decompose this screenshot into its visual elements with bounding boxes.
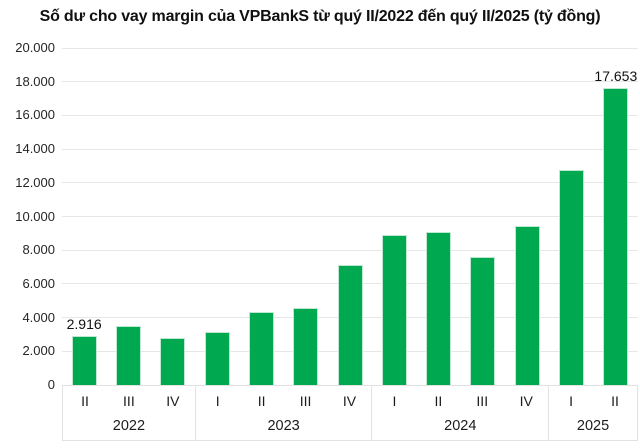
- bar: [293, 307, 319, 385]
- y-axis-tick-label: 14.000: [15, 141, 55, 157]
- bar: [248, 312, 274, 385]
- x-axis-year-label: 2024: [444, 418, 477, 434]
- bar: [71, 335, 97, 385]
- quarter-row: I II III IV: [372, 386, 548, 416]
- x-axis-quarter-label: IV: [166, 393, 180, 409]
- year-group: I II III IV 2024: [372, 386, 550, 440]
- bar-value-label: 17.653: [594, 67, 638, 84]
- bar: [426, 232, 452, 385]
- bar: [603, 87, 629, 385]
- gridline: [62, 148, 638, 150]
- y-axis-tick-label: 10.000: [15, 208, 55, 224]
- x-axis-quarter-label: II: [81, 393, 89, 409]
- y-axis-tick-label: 20.000: [15, 40, 55, 55]
- y-axis-tick-label: 0: [47, 377, 55, 392]
- y-axis-tick-label: 2.000: [22, 343, 55, 359]
- y-axis-tick-label: 18.000: [15, 73, 55, 89]
- bar: [204, 332, 230, 385]
- bar-value-label: 2.916: [66, 315, 102, 332]
- year-group: I II 2025: [549, 386, 637, 440]
- x-axis-year-label: 2022: [112, 418, 146, 434]
- y-axis-tick-label: 6.000: [22, 275, 55, 291]
- x-axis-quarter-label: II: [257, 393, 266, 409]
- x-axis-quarter-label: III: [123, 393, 135, 409]
- bar: [514, 225, 540, 385]
- bar: [337, 265, 363, 385]
- y-axis-tick-label: 4.000: [22, 309, 55, 325]
- x-axis-quarter-label: II: [611, 393, 619, 409]
- gridline: [62, 216, 638, 217]
- gridline: [62, 81, 638, 83]
- bar: [559, 169, 585, 385]
- year-group: I II III IV 2023: [196, 386, 373, 440]
- y-axis-tick-label: 16.000: [15, 107, 55, 123]
- y-axis-tick-label: 8.000: [22, 242, 55, 258]
- quarter-row: II III IV: [63, 386, 195, 416]
- plot-area: 2.916 17.653: [62, 47, 638, 386]
- x-axis-quarter-label: IV: [519, 393, 533, 409]
- quarter-row: I II: [549, 386, 637, 416]
- gridline: [62, 47, 638, 49]
- x-axis-quarter-label: IV: [342, 393, 357, 409]
- x-axis-year-label: 2023: [267, 418, 300, 434]
- gridline: [62, 182, 638, 184]
- x-axis-quarter-label: III: [476, 393, 489, 409]
- x-axis-quarter-label: III: [299, 393, 312, 409]
- bar: [470, 256, 496, 385]
- chart-title: Số dư cho vay margin của VPBankS từ quý …: [39, 8, 601, 25]
- x-axis-quarter-label: I: [569, 393, 574, 409]
- x-axis-quarter-label: I: [215, 393, 220, 409]
- x-axis-strip: II III IV 2022 I II III IV 2023 I II III IV 2024 I II 20…: [62, 385, 638, 441]
- bar: [381, 235, 407, 385]
- x-axis-quarter-label: II: [434, 393, 443, 409]
- quarter-row: I II III IV: [196, 386, 372, 416]
- y-axis-tick-label: 12.000: [15, 174, 55, 190]
- bar: [160, 337, 186, 385]
- bar: [115, 326, 141, 385]
- x-axis-quarter-label: I: [392, 393, 397, 409]
- year-group: II III IV 2022: [63, 386, 196, 440]
- gridline: [62, 249, 638, 251]
- x-axis-year-label: 2025: [576, 418, 610, 434]
- gridline: [62, 114, 638, 116]
